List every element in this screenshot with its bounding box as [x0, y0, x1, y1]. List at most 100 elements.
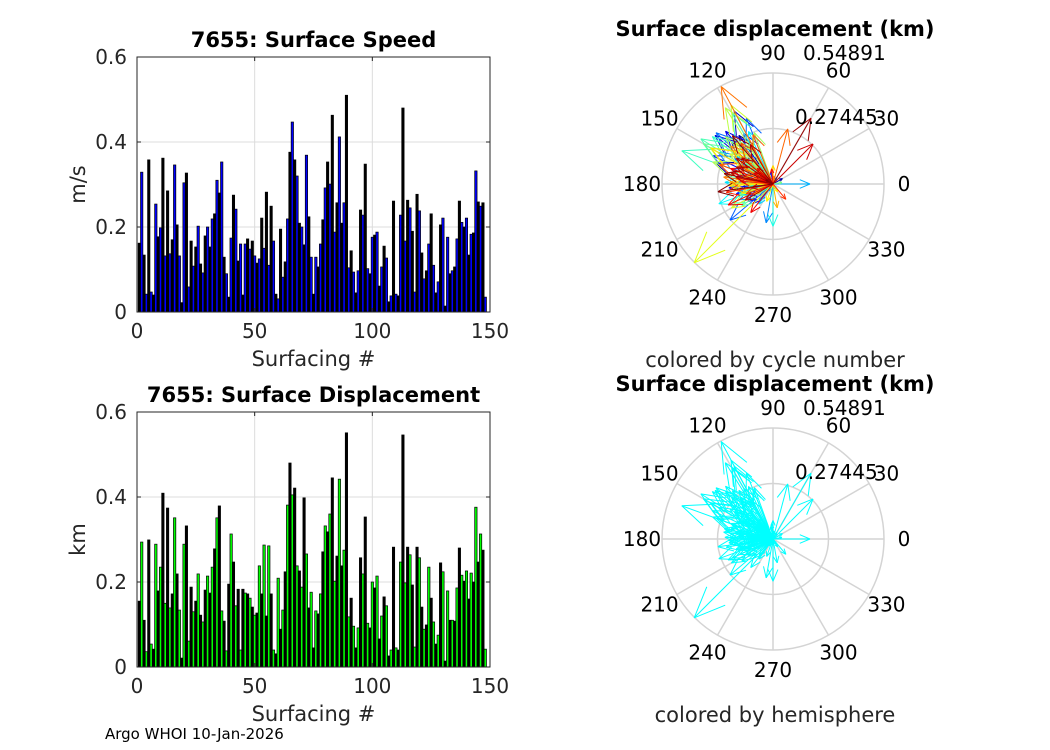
bar — [439, 224, 443, 313]
arrow-shaft — [765, 183, 774, 223]
bar — [177, 255, 181, 313]
bar — [457, 200, 461, 313]
arrow-head — [712, 515, 732, 518]
bar — [159, 227, 163, 313]
arrow-head — [723, 176, 737, 186]
bar — [337, 478, 341, 668]
displacement-arrow — [772, 483, 791, 540]
arrow-head — [724, 107, 731, 135]
bar — [406, 199, 410, 313]
arrow-head — [735, 513, 744, 525]
arrow-head — [772, 520, 776, 526]
bar — [328, 183, 332, 313]
bar — [467, 254, 471, 313]
bar — [340, 222, 344, 313]
bar — [264, 615, 268, 668]
bar — [210, 566, 214, 668]
bar — [476, 561, 480, 668]
arrow-shaft — [727, 538, 774, 561]
arrow-shaft — [772, 472, 812, 540]
arrow-head — [740, 142, 755, 152]
bar — [347, 267, 351, 313]
y-axis-label: m/s — [66, 165, 90, 203]
arrow-head — [710, 503, 725, 521]
bar — [441, 571, 445, 668]
bar — [420, 606, 424, 668]
y-tick-label: 0 — [114, 300, 127, 324]
polar-angle-label: 240 — [688, 285, 726, 309]
bar — [311, 647, 316, 668]
bar — [213, 213, 217, 313]
bar — [187, 286, 191, 313]
bar — [323, 525, 327, 668]
displacement-arrow — [772, 538, 780, 564]
arrow-head — [763, 566, 767, 578]
bar — [271, 649, 276, 668]
bar — [401, 107, 405, 313]
arrow-head — [727, 548, 739, 561]
bar — [464, 217, 468, 313]
polar-angle-label: 210 — [640, 593, 678, 617]
bar — [377, 285, 381, 313]
bar — [472, 581, 476, 668]
bar — [344, 432, 348, 668]
polar-angle-label: 90 — [760, 396, 785, 420]
arrow-head — [741, 512, 754, 517]
bar — [316, 613, 320, 668]
bar — [224, 650, 228, 668]
bar — [144, 651, 148, 668]
bar — [434, 643, 438, 668]
arrow-head — [806, 498, 814, 515]
bar — [262, 247, 266, 313]
arrow-head — [750, 561, 761, 568]
bar — [429, 597, 433, 668]
arrow-head — [730, 551, 741, 564]
bar — [173, 164, 177, 313]
bar — [234, 605, 238, 668]
bar — [274, 293, 278, 313]
bar — [406, 546, 410, 668]
bar — [243, 592, 247, 668]
arrow-shaft — [752, 489, 774, 540]
bar — [455, 587, 459, 668]
polar-angle-label: 330 — [867, 238, 905, 262]
bar — [217, 192, 221, 313]
polar-r-label: 0.54891 — [803, 396, 886, 420]
arrow-head — [741, 557, 754, 562]
arrow-head — [780, 196, 787, 200]
arrow-head — [741, 202, 754, 207]
arrow-head — [732, 490, 750, 500]
arrow-head — [735, 529, 748, 533]
bar — [274, 653, 278, 668]
bar — [462, 226, 466, 313]
displacement-arrow — [772, 536, 783, 540]
arrow-head — [751, 187, 758, 190]
bar — [239, 243, 243, 313]
displacement-arrow — [723, 170, 774, 185]
polar-angle-label: 300 — [819, 285, 857, 309]
bar — [441, 217, 445, 313]
arrow-head — [712, 161, 728, 176]
arrow-shaft — [765, 538, 774, 578]
bar — [279, 628, 283, 668]
bar — [241, 588, 245, 668]
bar — [410, 230, 414, 313]
bar — [184, 172, 188, 313]
arrow-head — [694, 604, 726, 619]
bar — [373, 234, 377, 313]
bar — [403, 582, 407, 668]
bar — [344, 94, 348, 313]
arrow-head — [797, 143, 814, 151]
arrow-head — [720, 441, 725, 475]
bar — [479, 533, 483, 668]
displacement-arrow — [772, 181, 783, 185]
arrow-head — [711, 147, 733, 152]
bar — [389, 649, 393, 668]
bar — [175, 573, 179, 668]
bar — [246, 593, 250, 668]
arrow-shaft — [724, 173, 774, 185]
arrow-head — [718, 546, 732, 560]
arrow-head — [744, 547, 752, 556]
arrow-head — [703, 498, 728, 503]
polar-angle-label: 180 — [623, 527, 661, 551]
